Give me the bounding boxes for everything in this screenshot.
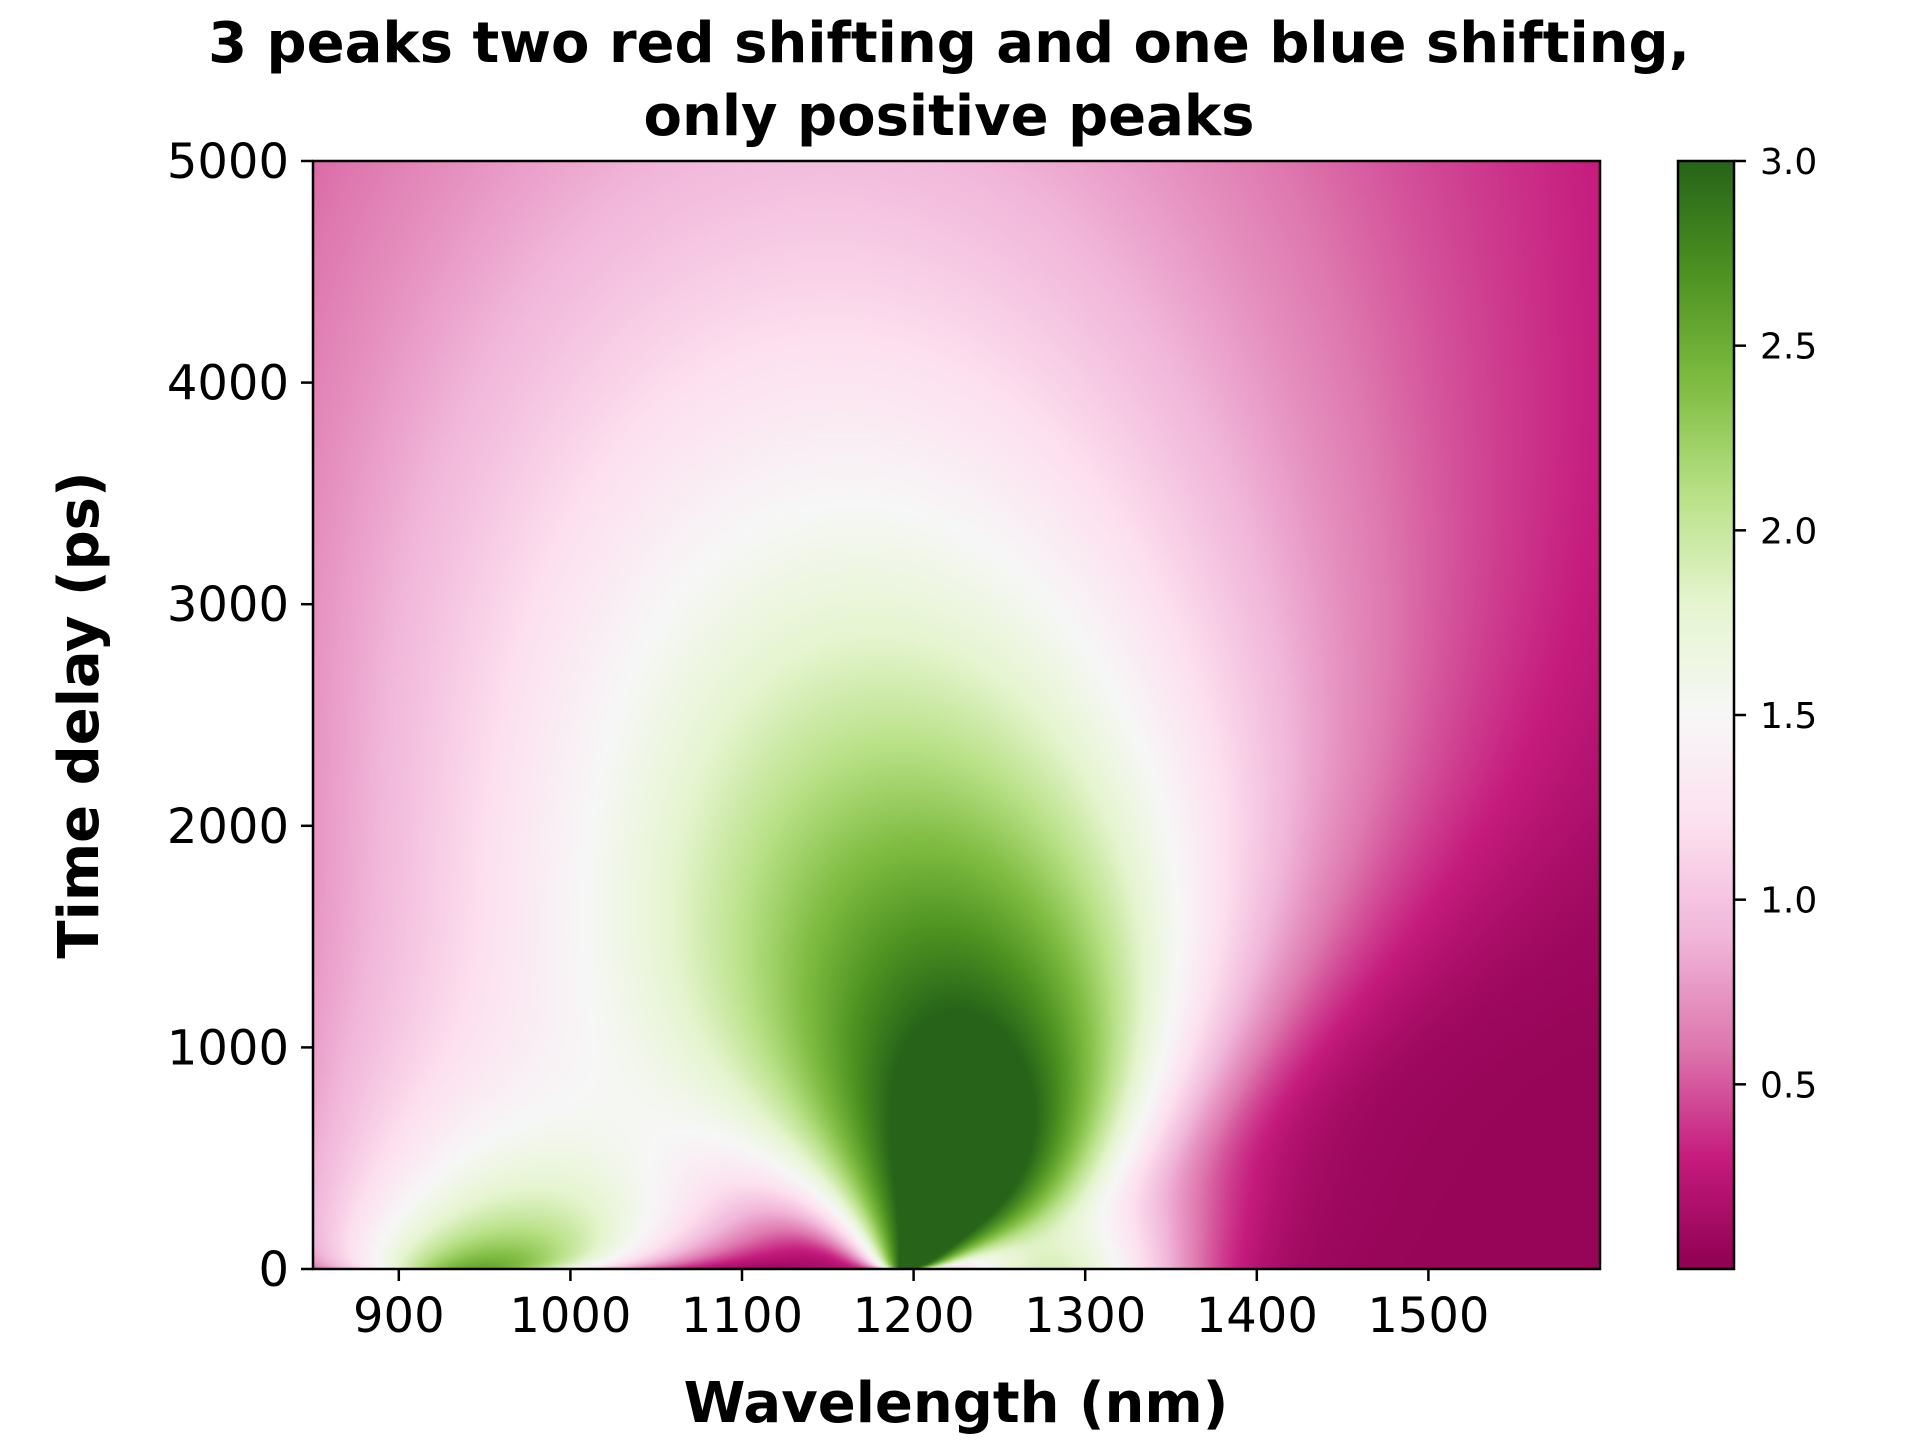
colorbar-gradient [1678,161,1734,1269]
y-tick-label: 1000 [167,1020,289,1076]
y-tick-label: 4000 [167,356,289,412]
chart-title-line-2: only positive peaks [644,84,1255,149]
y-tick-label: 0 [258,1242,289,1298]
x-axis-label: Wavelength (nm) [684,1371,1229,1436]
y-tick-label: 5000 [167,134,289,190]
chart-title-line-1: 3 peaks two red shifting and one blue sh… [208,11,1690,76]
x-tick-label: 1400 [1196,1288,1318,1344]
x-tick-label: 1100 [681,1288,803,1344]
colorbar-tick-label: 0.5 [1760,1065,1817,1106]
colorbar-tick-label: 2.5 [1760,327,1817,368]
colorbar-tick-label: 1.0 [1760,881,1817,922]
y-tick-label: 3000 [167,577,289,633]
colorbar-tick-label: 3.0 [1760,142,1817,183]
plot-area [311,159,1602,1271]
colorbar-ticks: 0.5 1.0 1.5 2.0 2.5 3.0 [1734,142,1817,1106]
colorbar-tick-label: 2.0 [1760,511,1817,552]
y-axis: 0 1000 2000 3000 4000 5000 [167,134,313,1298]
x-tick-label: 1000 [509,1288,631,1344]
x-tick-label: 1200 [853,1288,975,1344]
x-tick-label: 1500 [1367,1288,1489,1344]
heatmap-image [313,161,1600,1269]
y-axis-label: Time delay (ps) [47,471,112,958]
colorbar-tick-label: 1.5 [1760,696,1817,737]
colorbar: 0.5 1.0 1.5 2.0 2.5 3.0 [1676,142,1817,1271]
chart-title: 3 peaks two red shifting and one blue sh… [208,11,1690,149]
x-axis: 900 1000 1100 1200 1300 1400 1500 [353,1269,1489,1344]
x-tick-label: 1300 [1024,1288,1146,1344]
plot-frame [311,159,1602,1271]
y-tick-label: 2000 [167,799,289,855]
x-tick-label: 900 [353,1288,445,1344]
